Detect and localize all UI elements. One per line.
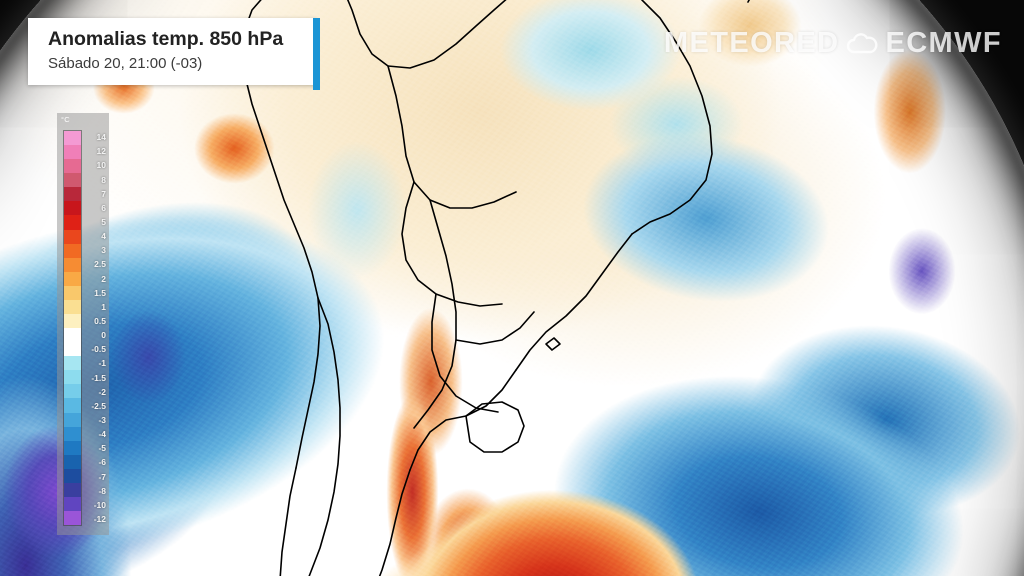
legend-swatch [64,356,81,371]
legend-tick: 6 [101,202,106,213]
legend-swatch [64,497,81,512]
legend-tick: 14 [96,132,106,143]
legend-tick: 7 [101,188,106,199]
legend-tick: -1 [98,358,106,369]
legend-tick: 2 [101,273,106,284]
legend-swatch [64,468,81,483]
legend-tick: -2 [98,386,106,397]
legend-swatch [64,173,81,188]
legend-swatch [64,285,81,300]
legend-swatch [64,257,81,272]
color-scale-legend[interactable]: °C 14 12 10 8 7 6 5 4 3 2.5 2 1.5 1 0.5 0 -0.5 -1 -1.5 -2 -… [57,113,109,535]
legend-tick: 0 [101,330,106,341]
legend-tick: -5 [98,443,106,454]
legend-tick: 0.5 [94,315,106,326]
legend-swatch [64,271,81,286]
valid-time-label: Sábado 20, 21:00 (-03) [48,55,203,72]
legend-tick: -8 [98,485,106,496]
legend-swatch [64,229,81,244]
legend-tick: 2.5 [94,259,106,270]
legend-swatch [64,187,81,202]
legend-tick: 10 [96,160,106,171]
legend-tick: 4 [101,231,106,242]
legend-tick: 1 [101,301,106,312]
legend-swatch [64,131,81,146]
legend-tick: -0.5 [91,344,106,355]
legend-swatch [64,328,81,343]
legend-swatch [64,215,81,230]
legend-swatch [64,412,81,427]
legend-swatch [64,511,81,526]
legend-tick: 12 [96,146,106,157]
legend-swatch [64,482,81,498]
legend-swatch [64,299,81,315]
legend-tick: -2.5 [91,400,106,411]
legend-swatch [64,159,81,174]
legend-swatch [64,243,81,258]
page-title: Anomalias temp. 850 hPa [48,28,284,50]
legend-tick: -10 [93,499,106,510]
legend-swatch [64,145,81,160]
legend-color-bar [63,130,82,526]
title-card: Anomalias temp. 850 hPa Sábado 20, 21:00… [28,18,316,85]
title-accent-bar [313,18,320,90]
legend-tick: 5 [101,216,106,227]
legend-unit-label: °C [61,115,70,124]
legend-tick-labels: 14 12 10 8 7 6 5 4 3 2.5 2 1.5 1 0.5 0 -0.5 -1 -1.5 -2 -2.5… [83,130,107,526]
legend-tick: -4 [98,429,106,440]
legend-swatch [64,342,81,357]
legend-tick: 3 [101,245,106,256]
legend-swatch [64,384,81,399]
legend-swatch [64,454,81,469]
legend-swatch [64,426,81,441]
legend-swatch [64,398,81,413]
legend-swatch [64,370,81,385]
legend-tick: -3 [98,414,106,425]
legend-swatch [64,314,81,329]
legend-tick: -6 [98,457,106,468]
legend-tick: -7 [98,471,106,482]
legend-tick: -12 [93,513,106,524]
legend-tick: -1.5 [91,372,106,383]
legend-swatch [64,201,81,216]
legend-tick: 8 [101,174,106,185]
legend-swatch [64,440,81,455]
legend-tick: 1.5 [94,287,106,298]
